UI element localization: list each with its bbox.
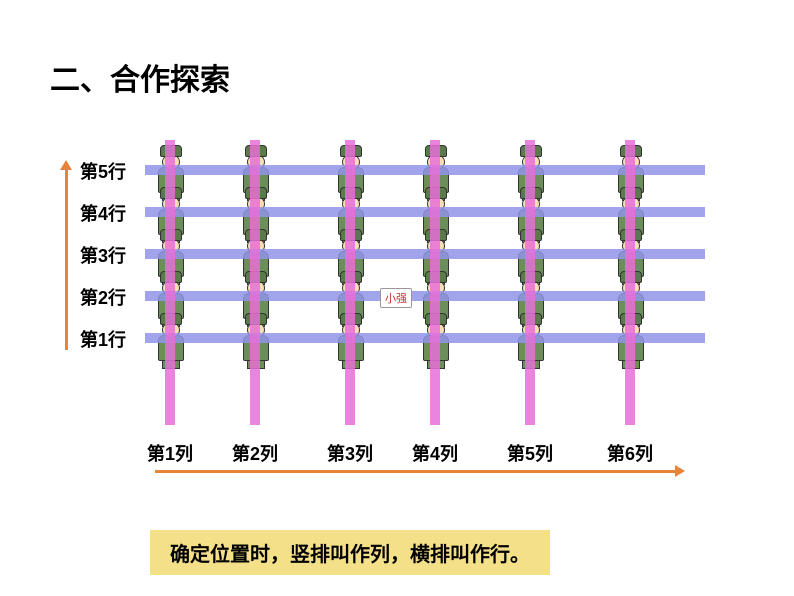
- col-line: [165, 140, 175, 425]
- definition-banner: 确定位置时，竖排叫作列，横排叫作行。: [150, 530, 550, 575]
- row-label: 第3行: [80, 242, 126, 268]
- row-label: 第5行: [80, 158, 126, 184]
- row-line: [145, 207, 705, 217]
- row-direction-arrow: [65, 170, 68, 350]
- col-label: 第6列: [600, 440, 660, 466]
- col-label: 第5列: [500, 440, 560, 466]
- row-label: 第2行: [80, 284, 126, 310]
- col-line: [345, 140, 355, 425]
- col-label: 第2列: [225, 440, 285, 466]
- row-line: [145, 165, 705, 175]
- row-label: 第4行: [80, 200, 126, 226]
- col-line: [625, 140, 635, 425]
- col-line: [430, 140, 440, 425]
- row-line: [145, 249, 705, 259]
- formation-grid: 第5行第4行第3行第2行第1行第1列第2列第3列第4列第5列第6列小强: [30, 140, 750, 460]
- row-line: [145, 291, 705, 301]
- col-label: 第4列: [405, 440, 465, 466]
- section-title: 二、合作探索: [50, 55, 230, 99]
- col-line: [250, 140, 260, 425]
- row-label: 第1行: [80, 326, 126, 352]
- col-direction-arrow: [155, 470, 675, 473]
- col-label: 第3列: [320, 440, 380, 466]
- student-callout: 小强: [380, 288, 412, 308]
- col-label: 第1列: [140, 440, 200, 466]
- row-line: [145, 333, 705, 343]
- col-line: [525, 140, 535, 425]
